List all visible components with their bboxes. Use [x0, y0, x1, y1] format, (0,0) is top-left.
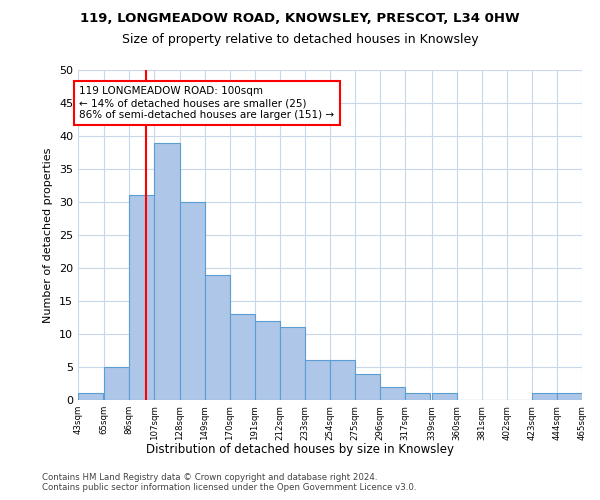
Bar: [405, 394, 430, 400]
Bar: [205, 274, 230, 400]
Bar: [230, 314, 255, 400]
Bar: [557, 394, 582, 400]
Y-axis label: Number of detached properties: Number of detached properties: [43, 148, 53, 322]
Text: Distribution of detached houses by size in Knowsley: Distribution of detached houses by size …: [146, 442, 454, 456]
Bar: [532, 394, 557, 400]
Bar: [280, 328, 305, 400]
Bar: [380, 387, 405, 400]
Text: 119, LONGMEADOW ROAD, KNOWSLEY, PRESCOT, L34 0HW: 119, LONGMEADOW ROAD, KNOWSLEY, PRESCOT,…: [80, 12, 520, 26]
Bar: [104, 367, 130, 400]
Bar: [330, 360, 355, 400]
Text: 119 LONGMEADOW ROAD: 100sqm
← 14% of detached houses are smaller (25)
86% of sem: 119 LONGMEADOW ROAD: 100sqm ← 14% of det…: [79, 86, 334, 120]
Bar: [355, 374, 380, 400]
Bar: [78, 394, 103, 400]
Text: Contains HM Land Registry data © Crown copyright and database right 2024.
Contai: Contains HM Land Registry data © Crown c…: [42, 472, 416, 492]
Bar: [305, 360, 330, 400]
Bar: [130, 196, 154, 400]
Bar: [179, 202, 205, 400]
Bar: [154, 142, 179, 400]
Bar: [431, 394, 457, 400]
Bar: [255, 321, 280, 400]
Text: Size of property relative to detached houses in Knowsley: Size of property relative to detached ho…: [122, 32, 478, 46]
